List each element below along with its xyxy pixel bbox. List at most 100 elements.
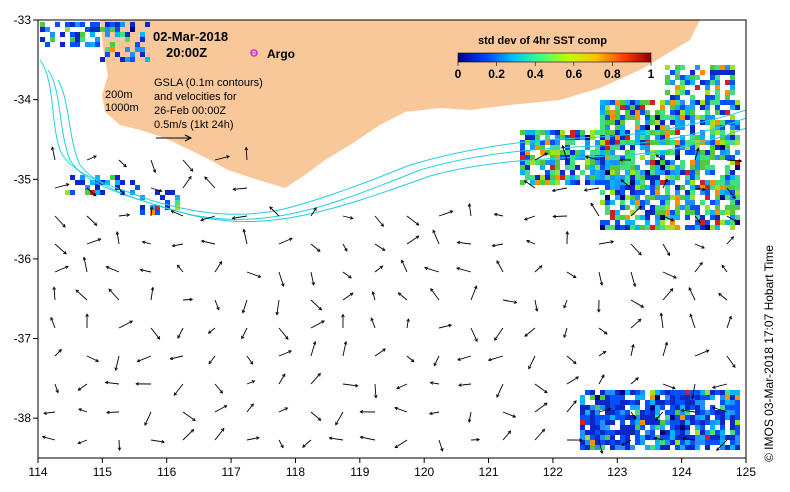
sst-pixel <box>140 47 145 52</box>
sst-pixel <box>595 130 600 135</box>
velocity-arrow-head <box>176 264 181 269</box>
sst-pixel <box>715 90 720 95</box>
sst-pixel <box>520 130 525 135</box>
velocity-arrow-head <box>730 236 735 240</box>
sst-pixel <box>700 440 705 445</box>
sst-pixel <box>615 110 620 115</box>
sst-pixel <box>625 115 630 120</box>
velocity-arrow <box>51 147 56 161</box>
sst-pixel <box>665 420 670 425</box>
sst-pixel <box>95 42 100 47</box>
sst-pixel <box>630 400 635 405</box>
sst-pixel <box>665 135 670 140</box>
sst-pixel <box>670 405 675 410</box>
sst-pixel <box>685 180 690 185</box>
sst-pixel <box>675 70 680 75</box>
velocity-arrow-head <box>374 394 378 399</box>
sst-pixel <box>520 160 525 165</box>
sst-pixel <box>665 200 670 205</box>
sst-pixel <box>650 430 655 435</box>
velocity-arrow <box>432 230 440 245</box>
sst-pixel <box>590 160 595 165</box>
sst-pixel <box>675 140 680 145</box>
velocity-arrow-head <box>603 331 608 335</box>
sst-pixel <box>605 140 610 145</box>
sst-pixel <box>585 175 590 180</box>
sst-pixel <box>675 130 680 135</box>
velocity-arrow <box>534 152 548 161</box>
sst-pixel <box>630 405 635 410</box>
velocity-arrow <box>406 235 420 245</box>
sst-pixel <box>645 405 650 410</box>
velocity-arrow-head <box>534 308 539 312</box>
sst-pixel <box>690 160 695 165</box>
sst-pixel <box>730 75 735 80</box>
sst-pixel <box>570 170 575 175</box>
velocity-arrow <box>374 383 377 398</box>
sst-pixel <box>570 180 575 185</box>
sst-pixel <box>725 95 730 100</box>
sst-pixel <box>700 220 705 225</box>
sst-pixel <box>715 130 720 135</box>
sst-pixel <box>555 170 560 175</box>
sst-pixel <box>700 70 705 75</box>
sst-pixel <box>620 215 625 220</box>
sst-pixel <box>705 435 710 440</box>
sst-pixel <box>680 100 685 105</box>
sst-pixel <box>690 205 695 210</box>
sst-pixel <box>700 435 705 440</box>
sst-pixel <box>635 410 640 415</box>
sst-pixel <box>675 185 680 190</box>
sst-pixel <box>705 120 710 125</box>
velocity-arrow-head <box>458 383 462 387</box>
sst-pixel <box>675 425 680 430</box>
sst-pixel <box>730 155 735 160</box>
sst-pixel <box>535 175 540 180</box>
velocity-arrow-head <box>476 437 480 442</box>
sst-pixel <box>125 57 130 62</box>
sst-pixel <box>600 155 605 160</box>
sst-pixel <box>725 110 730 115</box>
sst-pixel <box>710 155 715 160</box>
sst-pixel <box>625 135 630 140</box>
velocity-arrow-head <box>380 223 385 227</box>
velocity-arrow <box>140 269 152 273</box>
velocity-arrow-head <box>189 297 194 302</box>
sst-pixel <box>605 120 610 125</box>
sst-pixel <box>710 435 715 440</box>
sst-pixel <box>710 200 715 205</box>
sst-pixel <box>710 65 715 70</box>
sst-pixel <box>705 85 710 90</box>
sst-pixel <box>735 415 740 420</box>
velocity-arrow <box>526 240 536 245</box>
velocity-arrow <box>468 411 472 423</box>
sst-pixel <box>665 170 670 175</box>
velocity-arrow <box>621 439 632 446</box>
sst-pixel <box>690 75 695 80</box>
sst-pixel <box>630 150 635 155</box>
velocity-arrow <box>457 355 472 361</box>
sst-pixel <box>95 37 100 42</box>
velocity-arrow <box>310 243 321 252</box>
sst-pixel <box>570 130 575 135</box>
sst-pixel <box>625 410 630 415</box>
sst-pixel <box>720 410 725 415</box>
velocity-arrow <box>276 299 280 315</box>
sst-pixel <box>555 155 560 160</box>
velocity-arrow-head <box>691 395 695 400</box>
velocity-arrow <box>424 267 440 273</box>
sst-pixel <box>705 140 710 145</box>
sst-pixel <box>710 120 715 125</box>
sst-pixel <box>550 175 555 180</box>
sst-pixel <box>735 410 740 415</box>
sst-pixel <box>710 225 715 230</box>
sst-pixel <box>685 175 690 180</box>
lon-tick-label: 118 <box>286 465 305 479</box>
sst-pixel <box>705 420 710 425</box>
velocity-arrow <box>726 236 734 245</box>
sst-pixel <box>645 145 650 150</box>
velocity-arrow-head <box>114 367 118 372</box>
lat-tick-label: -37 <box>14 332 32 346</box>
velocity-arrow <box>150 206 153 217</box>
velocity-arrow <box>496 260 504 273</box>
